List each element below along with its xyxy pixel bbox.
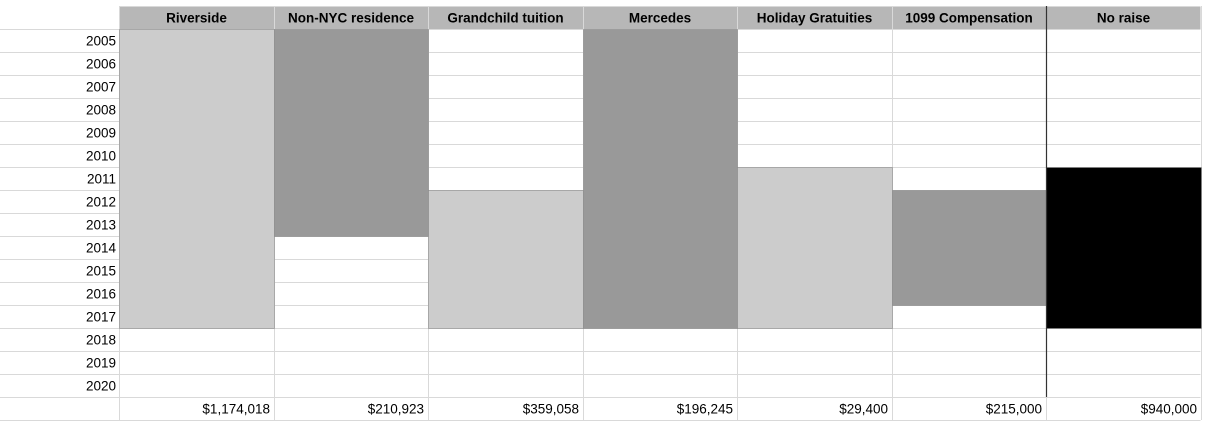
year-label-2006: 2006 — [86, 57, 116, 72]
bar-1099-compensation — [892, 190, 1047, 306]
bar-no-raise — [1046, 167, 1202, 329]
year-label-2010: 2010 — [86, 149, 116, 164]
year-label-2007: 2007 — [86, 80, 116, 95]
year-label-2017: 2017 — [86, 310, 116, 325]
year-label-2016: 2016 — [86, 287, 116, 302]
total-grandchild-tuition: $359,058 — [523, 402, 579, 417]
year-label-2015: 2015 — [86, 264, 116, 279]
year-label-2020: 2020 — [86, 379, 116, 394]
bar-non-nyc-residence — [274, 29, 429, 237]
header-1099-compensation: 1099 Compensation — [905, 11, 1033, 26]
year-label-2011: 2011 — [87, 172, 116, 187]
header-mercedes: Mercedes — [629, 11, 691, 26]
year-label-2012: 2012 — [86, 195, 116, 210]
header-holiday-gratuities: Holiday Gratuities — [757, 11, 873, 26]
year-label-2008: 2008 — [86, 103, 116, 118]
year-label-2013: 2013 — [86, 218, 116, 233]
total-no-raise: $940,000 — [1141, 402, 1197, 417]
total-mercedes: $196,245 — [677, 402, 733, 417]
bar-mercedes — [583, 29, 738, 329]
header-grandchild-tuition: Grandchild tuition — [447, 11, 563, 26]
year-label-2009: 2009 — [86, 126, 116, 141]
year-label-2005: 2005 — [86, 34, 116, 49]
header-row — [119, 6, 1201, 29]
year-label-2018: 2018 — [86, 333, 116, 348]
bar-riverside — [119, 29, 275, 329]
header-riverside: Riverside — [166, 11, 227, 26]
bar-holiday-gratuities — [737, 167, 893, 329]
total-non-nyc-residence: $210,923 — [368, 402, 424, 417]
year-label-2014: 2014 — [86, 241, 117, 256]
bar-grandchild-tuition — [428, 190, 584, 329]
header-no-raise: No raise — [1097, 11, 1151, 26]
total-riverside: $1,174,018 — [202, 402, 270, 417]
total-1099-compensation: $215,000 — [986, 402, 1042, 417]
header-non-nyc-residence: Non-NYC residence — [288, 11, 415, 26]
total-holiday-gratuities: $29,400 — [839, 402, 888, 417]
year-label-2019: 2019 — [86, 356, 116, 371]
